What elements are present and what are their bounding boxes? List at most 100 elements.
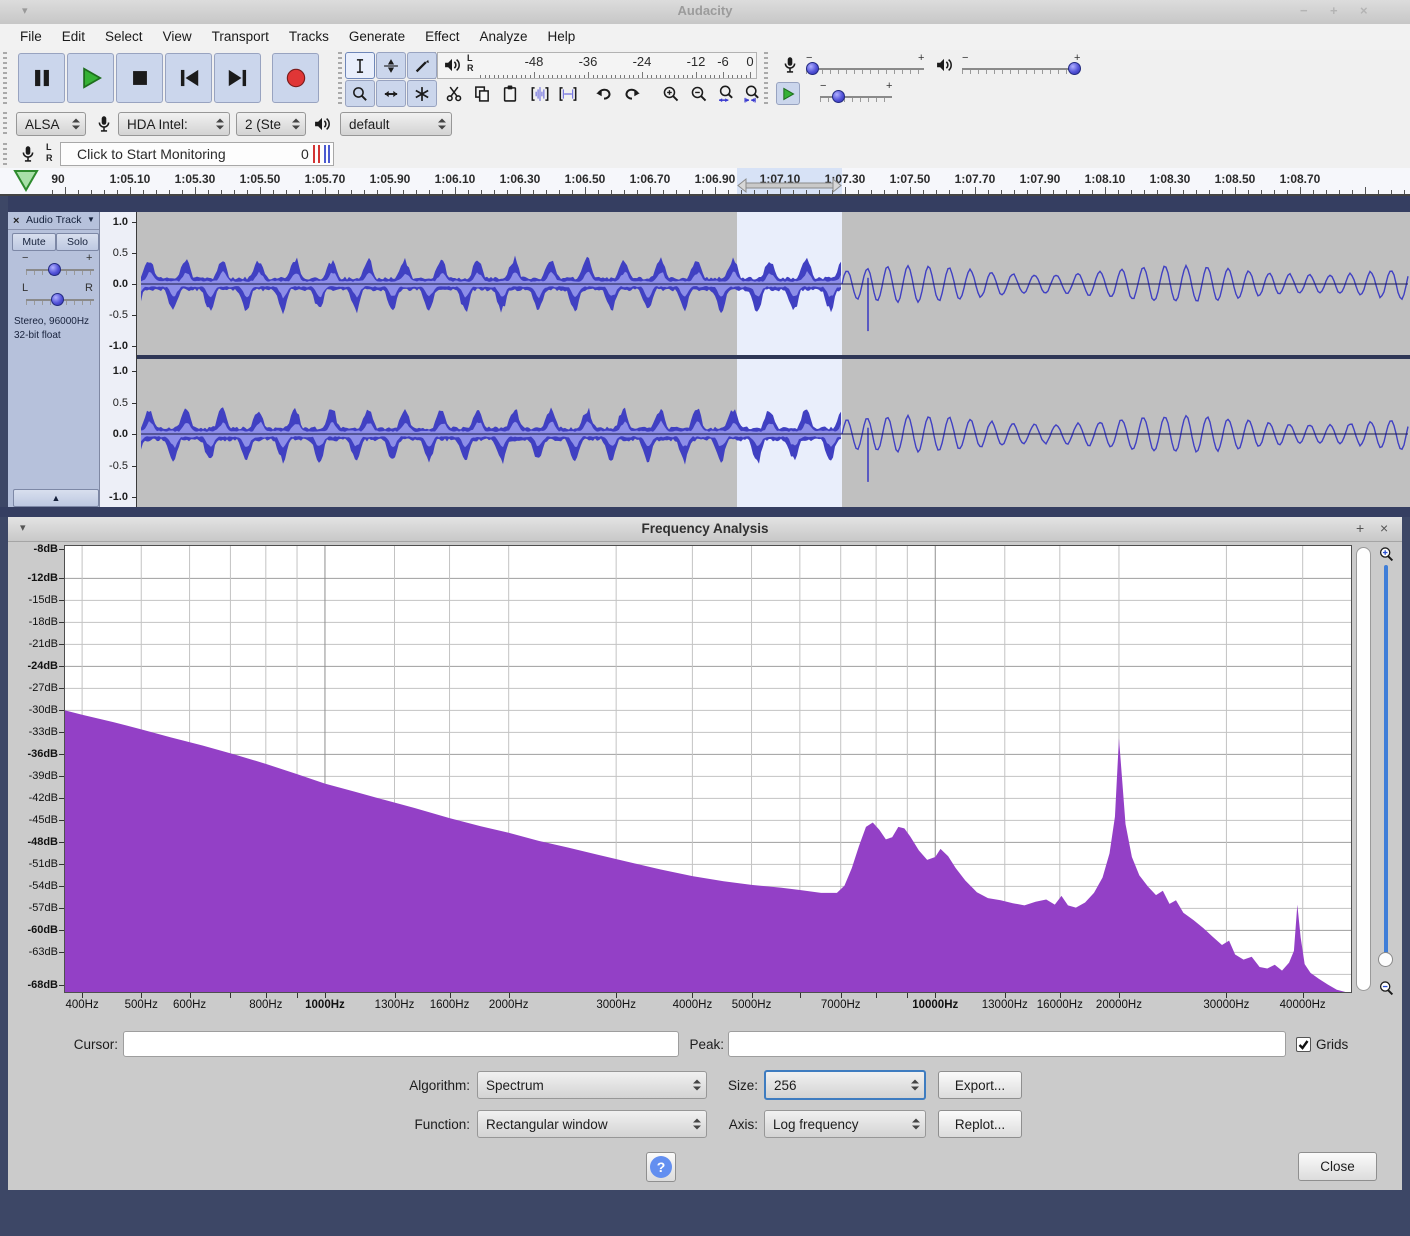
size-select[interactable]: 256 — [764, 1070, 926, 1100]
playback-meter[interactable] — [437, 52, 757, 79]
time-shift-tool-button[interactable] — [376, 80, 406, 107]
play-speed-slider-track[interactable] — [820, 96, 892, 98]
audio-host-select[interactable]: ALSA — [16, 112, 86, 136]
draw-tool-button[interactable] — [407, 52, 437, 79]
db-axis-tick — [59, 908, 64, 910]
silence-audio-button[interactable] — [555, 81, 581, 107]
close-button[interactable]: Close — [1298, 1152, 1377, 1181]
timeline-ruler[interactable]: 90 1:05.10 1:05.30 1:05.50 1:05.70 1:05.90 1:0… — [0, 168, 1410, 196]
monitor-prompt[interactable]: Click to Start Monitoring — [77, 146, 226, 162]
copy-button[interactable] — [469, 81, 495, 107]
stop-button[interactable] — [116, 53, 163, 103]
menu-file[interactable]: File — [20, 29, 42, 44]
playback-volume-slider-track[interactable] — [962, 68, 1080, 70]
cut-button[interactable] — [441, 81, 467, 107]
track-close-button[interactable]: × — [13, 215, 20, 227]
panel-close-button[interactable]: × — [1380, 520, 1389, 536]
menu-view[interactable]: View — [162, 29, 192, 44]
algorithm-select[interactable]: Spectrum — [477, 1071, 707, 1099]
replot-button[interactable]: Replot... — [938, 1110, 1022, 1138]
menu-effect[interactable]: Effect — [425, 29, 460, 44]
db-axis-tick — [59, 622, 64, 624]
frequency-panel-titlebar[interactable] — [8, 517, 1402, 542]
spectrum-plot[interactable] — [64, 545, 1352, 993]
skip-start-button[interactable] — [165, 53, 212, 103]
menu-transport[interactable]: Transport — [211, 29, 269, 44]
selection-tool-button[interactable] — [345, 52, 375, 79]
recording-device-select[interactable]: HDA Intel: — [118, 112, 230, 136]
window-maximize-button[interactable]: + — [1330, 3, 1338, 18]
timeline-tick — [780, 187, 781, 194]
mute-button[interactable]: Mute — [12, 233, 56, 251]
timeline-tick — [1378, 190, 1379, 194]
selection-region-channel-2[interactable] — [737, 359, 842, 507]
recording-volume-slider-track[interactable] — [806, 68, 924, 70]
gain-slider-thumb[interactable] — [48, 263, 61, 276]
solo-button[interactable]: Solo — [56, 233, 99, 251]
play-at-speed-button[interactable] — [776, 82, 800, 105]
pan-slider-thumb[interactable] — [51, 293, 64, 306]
plot-vertical-scrollbar[interactable] — [1356, 547, 1371, 991]
window-minimize-button[interactable]: − — [1300, 3, 1308, 18]
zoom-tool-button[interactable] — [345, 80, 375, 107]
vertical-zoom-slider-thumb[interactable] — [1378, 952, 1393, 967]
toolbar-grip[interactable] — [764, 52, 768, 104]
zoom-in-button[interactable] — [658, 81, 684, 107]
recording-channels-select[interactable]: 2 (Ste — [236, 112, 306, 136]
window-close-button[interactable]: × — [1360, 3, 1368, 18]
track-collapse-button[interactable]: ▲ — [13, 489, 99, 507]
zoom-out-button[interactable] — [686, 81, 712, 107]
plot-zoom-in-icon[interactable] — [1378, 546, 1395, 563]
panel-expand-button[interactable]: + — [1356, 520, 1365, 536]
panel-collapse-icon[interactable]: ▾ — [20, 522, 26, 534]
timeline-tick — [624, 190, 625, 194]
envelope-tool-button[interactable] — [376, 52, 406, 79]
plot-zoom-out-icon[interactable] — [1378, 980, 1395, 997]
trim-audio-button[interactable] — [527, 81, 553, 107]
undo-button[interactable] — [591, 81, 617, 107]
cursor-value-field[interactable] — [123, 1031, 679, 1057]
toolbar-grip[interactable] — [3, 52, 7, 104]
axis-select[interactable]: Log frequency — [764, 1110, 926, 1138]
help-button[interactable]: ? — [646, 1152, 676, 1182]
menu-analyze[interactable]: Analyze — [479, 29, 528, 44]
track-name-menu[interactable]: Audio Track — [26, 214, 82, 226]
menu-generate[interactable]: Generate — [348, 29, 406, 44]
playback-volume-slider-thumb[interactable] — [1068, 62, 1081, 75]
zoom-selection-button[interactable] — [713, 81, 739, 107]
playback-device-select[interactable]: default — [340, 112, 452, 136]
pause-button[interactable] — [18, 53, 65, 103]
zoom-selection-icon — [719, 85, 733, 103]
function-select[interactable]: Rectangular window — [477, 1110, 707, 1138]
timeline-selection[interactable] — [737, 168, 842, 194]
menu-help[interactable]: Help — [547, 29, 576, 44]
window-collapse-icon[interactable]: ▾ — [22, 5, 28, 17]
zoom-fit-button[interactable] — [739, 81, 765, 107]
grids-checkbox[interactable] — [1296, 1037, 1311, 1052]
vertical-zoom-slider-track[interactable] — [1384, 565, 1388, 960]
play-button[interactable] — [67, 53, 114, 103]
recording-meter[interactable]: Click to Start Monitoring 0 — [60, 142, 334, 166]
meter-tick — [633, 75, 634, 78]
export-button[interactable]: Export... — [938, 1071, 1022, 1099]
paste-button[interactable] — [497, 81, 523, 107]
menu-edit[interactable]: Edit — [61, 29, 86, 44]
toolbar-grip[interactable] — [338, 52, 342, 104]
db-axis-tick — [59, 952, 64, 954]
device-toolbar-grip[interactable] — [3, 112, 7, 136]
redo-button[interactable] — [619, 81, 645, 107]
menu-tracks[interactable]: Tracks — [288, 29, 329, 44]
menu-select[interactable]: Select — [105, 29, 143, 44]
skip-end-button[interactable] — [214, 53, 261, 103]
play-speed-slider-thumb[interactable] — [832, 90, 845, 103]
meter-toolbar-grip[interactable] — [3, 143, 7, 165]
track-menu-dropdown-icon[interactable]: ▼ — [87, 215, 95, 224]
recording-volume-slider-thumb[interactable] — [806, 62, 819, 75]
peak-value-field[interactable] — [728, 1031, 1286, 1057]
meter-tick — [691, 75, 693, 78]
selection-region-channel-1[interactable] — [737, 212, 842, 355]
record-button[interactable] — [272, 53, 319, 103]
timeline-tick — [1235, 187, 1236, 194]
multi-tool-button[interactable] — [407, 80, 437, 107]
play-head-triangle-icon[interactable] — [12, 168, 42, 194]
